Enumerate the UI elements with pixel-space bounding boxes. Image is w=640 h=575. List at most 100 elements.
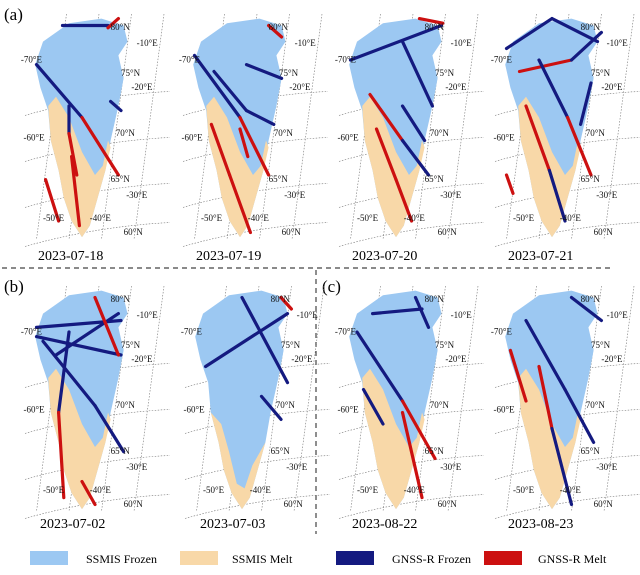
coord-label-lat-80: 80°N xyxy=(581,294,601,304)
map-panel-3: 80°N -10°E -70°E 75°N -20°E -60°E 70°N 65°N -30°… xyxy=(335,13,485,247)
coord-label-lon-w30: -30°E xyxy=(284,190,306,200)
map-panel-8: 80°N -10°E -70°E 75°N -20°E -60°E 70°N 65°N -30°… xyxy=(491,285,640,519)
legend-swatch-gnss-melt xyxy=(484,551,522,565)
gnss-track-4-seg-1 xyxy=(69,155,82,228)
gnss-track-2-seg-2 xyxy=(244,108,276,127)
graticule-lon-2 xyxy=(261,285,292,512)
coord-label-lat-75: 75°N xyxy=(281,340,301,350)
legend-swatch-gnss-frozen xyxy=(336,551,374,565)
gnss-track-3-seg-2 xyxy=(67,132,79,177)
gnss-track-5-seg-1 xyxy=(56,330,71,415)
ice-sheet-melt xyxy=(206,96,269,238)
coord-label-lon-w20: -20°E xyxy=(445,82,467,92)
gnss-track-2-seg-1 xyxy=(355,330,405,403)
legend: SSMIS Frozen SSMIS Melt GNSS-R Frozen GN… xyxy=(30,551,607,566)
coord-label-lat-70: 70°N xyxy=(430,400,450,410)
gnss-track-6-seg-1 xyxy=(108,99,123,113)
panel-label-c: (c) xyxy=(322,277,341,296)
ice-sheet-frozen xyxy=(35,18,128,238)
graticule-lon-3 xyxy=(603,285,635,512)
legend-label-gnss-frozen: GNSS-R Frozen xyxy=(392,552,471,566)
coord-label-lon-w30: -30°E xyxy=(126,190,148,200)
coord-label-lon-w70: -70°E xyxy=(21,54,43,64)
coord-label-lon-w70: -70°E xyxy=(491,326,513,336)
gnss-track-2-seg-1 xyxy=(34,335,123,357)
graticule-lon-2 xyxy=(571,13,602,240)
coord-label-lat-80: 80°N xyxy=(425,22,445,32)
gnss-track-5-seg-1 xyxy=(238,127,250,159)
gnss-track-6-seg-1 xyxy=(267,23,284,39)
coord-label-lon-w30: -30°E xyxy=(596,462,618,472)
gnss-track-6-seg-1 xyxy=(93,295,121,357)
graticule-lon-0 xyxy=(196,285,227,512)
coord-label-lat-75: 75°N xyxy=(591,68,611,78)
coord-label-lon-w10: -10°E xyxy=(137,38,159,48)
graticule-lat-3 xyxy=(494,494,640,519)
coord-label-lon-w40: -40°E xyxy=(404,485,426,495)
coord-label-lon-w30: -30°E xyxy=(126,462,148,472)
coord-label-lon-w40: -40°E xyxy=(560,485,582,495)
coord-label-lat-80: 80°N xyxy=(425,294,445,304)
coord-label-lon-w60: -60°E xyxy=(494,133,516,143)
coord-label-lat-70: 70°N xyxy=(276,400,296,410)
gnss-track-4-seg-1 xyxy=(279,295,293,311)
coord-label-lon-w20: -20°E xyxy=(131,354,153,364)
graticule-lon-0 xyxy=(194,13,225,240)
gnss-track-3-seg-1 xyxy=(244,62,284,81)
gnss-track-4-seg-1 xyxy=(361,387,385,426)
coord-label-lon-w20: -20°E xyxy=(601,354,623,364)
coord-label-lon-w30: -30°E xyxy=(286,462,308,472)
coord-label-lat-60: 60°N xyxy=(438,499,458,509)
gnss-track-7-seg-1 xyxy=(80,479,97,507)
gnss-track-1-seg-1 xyxy=(348,23,444,62)
coord-label-lat-60: 60°N xyxy=(594,227,614,237)
coord-label-lon-w40: -40°E xyxy=(250,485,272,495)
coord-label-lon-w70: -70°E xyxy=(491,54,513,64)
coord-label-lon-w50: -50°E xyxy=(357,213,379,223)
coord-label-lat-65: 65°N xyxy=(269,174,289,184)
coord-label-lat-70: 70°N xyxy=(430,128,450,138)
gnss-track-2-seg-1 xyxy=(240,295,290,385)
coord-label-lat-75: 75°N xyxy=(435,340,455,350)
coord-label-lat-80: 80°N xyxy=(581,22,601,32)
coord-label-lat-65: 65°N xyxy=(425,446,445,456)
graticule-lat-3 xyxy=(182,222,329,247)
coord-label-lon-w50: -50°E xyxy=(203,485,225,495)
coord-label-lat-70: 70°N xyxy=(116,400,136,410)
gnss-track-5-seg-2 xyxy=(56,410,66,500)
coord-label-lat-65: 65°N xyxy=(581,174,601,184)
coord-label-lon-w50: -50°E xyxy=(357,485,379,495)
graticule-lat-3 xyxy=(24,222,171,247)
map-panel-7: 80°N -10°E -70°E 75°N -20°E -60°E 70°N 65°N -30°… xyxy=(335,285,485,519)
coord-label-lat-75: 75°N xyxy=(279,68,299,78)
graticule-lat-3 xyxy=(338,494,485,519)
gnss-track-1-seg-1 xyxy=(524,318,567,392)
coord-label-lat-65: 65°N xyxy=(271,446,291,456)
gnss-track-3-seg-1 xyxy=(569,295,604,323)
coord-label-lon-w70: -70°E xyxy=(335,54,357,64)
gnss-track-6-seg-1 xyxy=(504,173,515,195)
legend-swatch-ssmis-frozen xyxy=(30,551,68,565)
coord-label-lon-w10: -10°E xyxy=(607,310,629,320)
gnss-track-2-seg-1 xyxy=(34,62,84,120)
coord-label-lon-w50: -50°E xyxy=(513,213,535,223)
coord-label-lon-w70: -70°E xyxy=(335,326,357,336)
coord-label-lon-w60: -60°E xyxy=(182,133,204,143)
map-panel-6: 80°N -10°E -70°E 75°N -20°E -60°E 70°N 65°N -30°… xyxy=(181,285,331,519)
coord-label-lon-w20: -20°E xyxy=(291,354,313,364)
gnss-track-6-seg-1 xyxy=(417,17,445,25)
gnss-track-5-seg-1 xyxy=(578,81,593,127)
graticule-lon-2 xyxy=(415,285,446,512)
coord-label-lon-w10: -10°E xyxy=(137,310,159,320)
ice-sheet-melt xyxy=(362,368,425,510)
coord-label-lon-w10: -10°E xyxy=(297,310,319,320)
legend-swatch-ssmis-melt xyxy=(180,551,218,565)
panel-label-a: (a) xyxy=(4,5,23,24)
gnss-track-4-seg-2 xyxy=(93,404,126,454)
graticule-lon-0 xyxy=(506,285,537,512)
coord-label-lat-70: 70°N xyxy=(116,128,136,138)
gnss-track-1-seg-1 xyxy=(504,17,554,51)
graticule-lon-0 xyxy=(506,13,537,240)
gnss-track-5-seg-1 xyxy=(43,178,61,223)
